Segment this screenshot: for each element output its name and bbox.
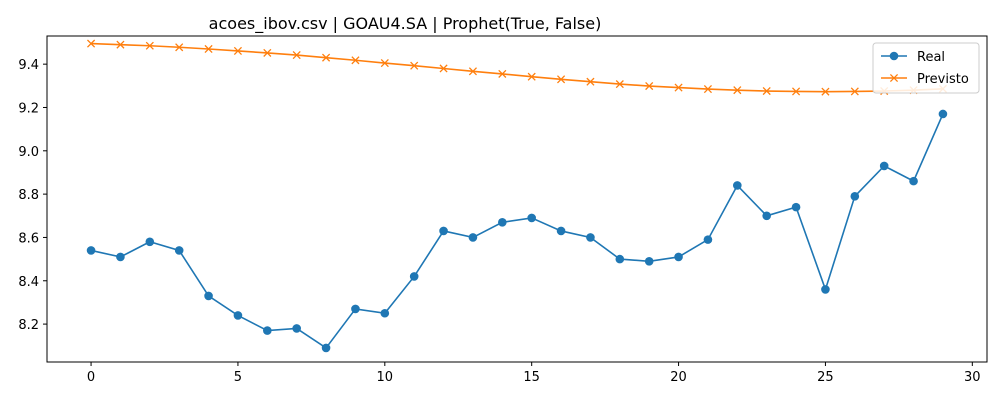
data-point-previsto: [233, 46, 242, 56]
data-point-previsto: [645, 81, 654, 91]
data-point-real: [468, 233, 478, 242]
data-point-real: [909, 176, 918, 186]
data-point-previsto: [733, 86, 742, 95]
x-tick-label: 10: [377, 370, 394, 385]
data-point-real: [409, 272, 419, 281]
data-point-real: [116, 252, 125, 262]
data-point-real: [527, 213, 536, 223]
data-point-previsto: [498, 69, 507, 78]
data-point-previsto: [116, 40, 125, 49]
data-point-real: [204, 291, 213, 301]
data-point-real: [498, 217, 507, 227]
x-axis: 0 5 10 15 20 25 30: [87, 362, 981, 385]
data-point-previsto: [792, 87, 801, 96]
data-point-real: [850, 191, 860, 201]
plot-frame: [46, 35, 988, 363]
y-tick-label: 8.2: [18, 318, 39, 333]
data-point-real: [586, 233, 595, 242]
data-point-real: [321, 343, 331, 353]
data-point-previsto: [322, 53, 331, 62]
data-point-real: [703, 235, 713, 244]
data-point-previsto: [292, 51, 301, 60]
legend-label-previsto: Previsto: [917, 72, 969, 87]
legend-marker-previsto: [889, 73, 899, 83]
data-point-previsto: [380, 59, 389, 68]
data-point-previsto: [821, 87, 830, 96]
x-tick-label: 15: [523, 370, 540, 385]
data-point-previsto: [87, 39, 96, 48]
y-tick-label: 8.6: [18, 231, 39, 246]
data-point-previsto: [145, 41, 154, 50]
data-point-real: [292, 324, 301, 333]
data-point-previsto: [351, 56, 360, 65]
data-point-real: [439, 226, 448, 236]
x-tick-label: 20: [670, 370, 687, 385]
legend: Real Previsto: [872, 42, 980, 94]
data-point-previsto: [410, 61, 419, 70]
data-point-real: [380, 308, 390, 318]
data-point-previsto: [850, 87, 859, 96]
data-point-real: [145, 237, 155, 247]
legend-label-real: Real: [917, 50, 945, 65]
data-point-real: [615, 254, 625, 264]
data-point-previsto: [527, 72, 536, 81]
data-point-real: [644, 256, 654, 266]
y-tick-label: 9.0: [18, 145, 39, 160]
legend-marker-real: [889, 51, 899, 61]
data-point-previsto: [204, 44, 213, 54]
y-axis: 8.2 8.4 8.6 8.8 9.0 9.2 9.4: [18, 58, 47, 333]
data-point-previsto: [468, 67, 477, 76]
data-point-real: [86, 246, 96, 255]
x-tick-label: 30: [964, 370, 981, 385]
y-tick-label: 9.4: [18, 58, 39, 73]
data-point-real: [351, 304, 360, 314]
data-point-previsto: [263, 48, 272, 57]
data-point-real: [938, 109, 948, 119]
data-point-real: [674, 252, 683, 262]
data-point-previsto: [703, 85, 712, 94]
data-point-real: [821, 285, 830, 294]
data-point-previsto: [762, 86, 771, 96]
data-point-previsto: [674, 83, 683, 92]
series-line-previsto: [91, 42, 943, 93]
data-point-previsto: [439, 64, 448, 73]
plot-marks: [86, 39, 948, 353]
data-point-previsto: [615, 80, 624, 89]
data-point-previsto: [557, 75, 566, 84]
y-tick-label: 9.2: [18, 101, 39, 116]
y-tick-label: 8.4: [18, 275, 39, 290]
data-point-real: [174, 246, 184, 255]
data-point-real: [791, 202, 801, 212]
data-point-real: [263, 326, 272, 335]
data-point-real: [733, 181, 742, 190]
x-tick-label: 5: [234, 370, 242, 385]
x-tick-label: 25: [817, 370, 834, 385]
series-line-real: [90, 113, 944, 350]
data-point-real: [762, 211, 771, 221]
x-tick-label: 0: [87, 370, 95, 385]
chart-title: acoes_ibov.csv | GOAU4.SA | Prophet(True…: [209, 14, 602, 34]
data-point-previsto: [175, 43, 184, 52]
data-point-real: [233, 311, 243, 320]
data-point-previsto: [586, 77, 595, 86]
y-tick-label: 8.8: [18, 188, 39, 203]
data-point-real: [556, 226, 566, 236]
data-point-real: [879, 161, 889, 171]
